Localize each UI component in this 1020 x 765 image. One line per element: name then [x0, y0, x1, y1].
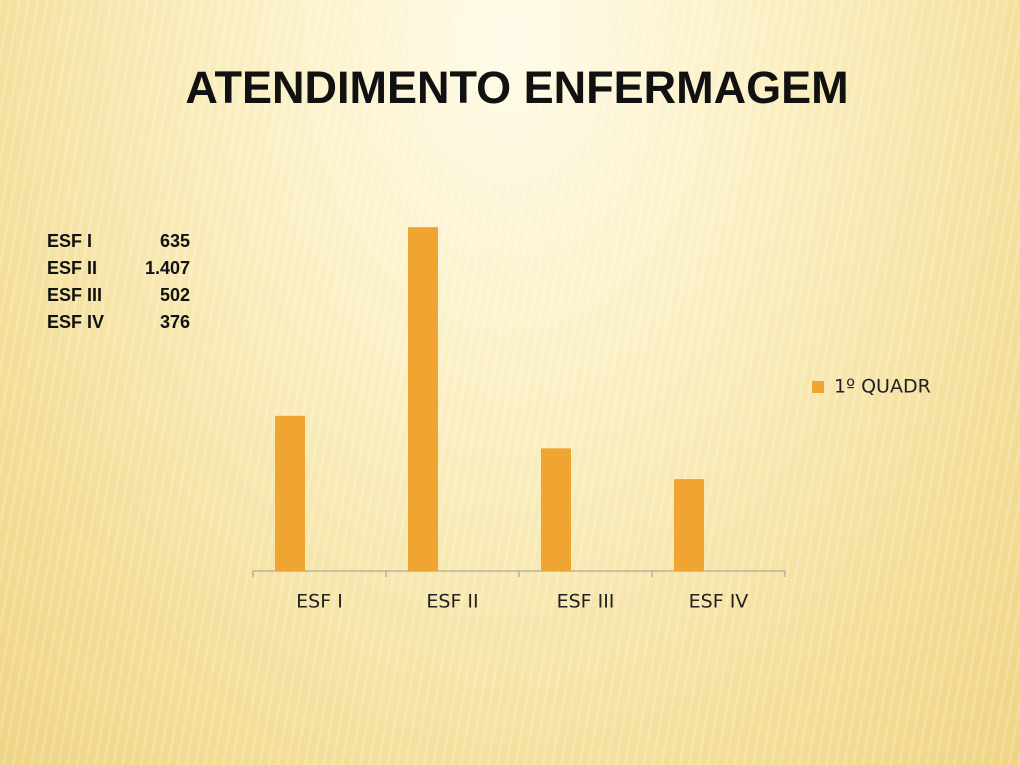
table-name: ESF II — [47, 258, 97, 278]
bar — [275, 415, 305, 571]
bar — [674, 479, 704, 571]
x-tick-label: ESF III — [557, 591, 615, 613]
x-tick-label: ESF IV — [689, 591, 749, 613]
bar — [541, 448, 571, 571]
table-value: 635 — [160, 231, 190, 251]
table-name: ESF IV — [47, 312, 104, 332]
table-name: ESF I — [47, 231, 92, 251]
legend-swatch — [812, 381, 824, 393]
table-name: ESF III — [47, 285, 102, 305]
x-tick-label: ESF II — [426, 591, 478, 613]
bar — [408, 227, 438, 571]
legend-label: 1º QUADR — [834, 376, 931, 398]
table-value: 1.407 — [145, 258, 190, 278]
x-tick-label: ESF I — [296, 591, 343, 613]
table-value: 376 — [160, 312, 190, 332]
table-value: 502 — [160, 285, 190, 305]
chart-title: ATENDIMENTO ENFERMAGEM — [185, 62, 848, 113]
